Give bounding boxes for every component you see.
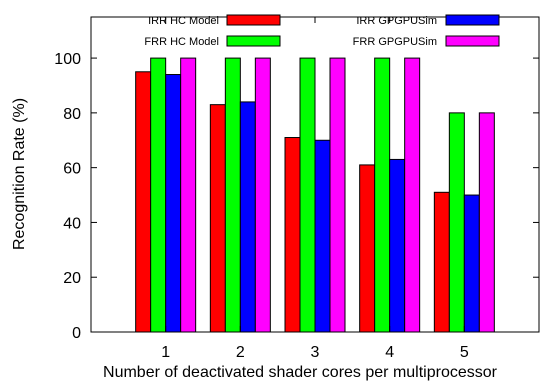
bar-irr-hc-model-5	[433, 191, 450, 333]
bar-frr-gpgpusim-3	[329, 57, 346, 333]
bar-frr-gpgpusim-4	[404, 57, 421, 333]
legend-swatch	[445, 14, 500, 26]
y-tick-label: 0	[72, 325, 81, 342]
y-axis-title: Recognition Rate (%)	[11, 98, 28, 250]
legend: IRR HC Model FRR HC Model IRR GPGPUSim FRR …	[144, 14, 500, 48]
bar-irr-gpgpusim-1	[165, 74, 182, 333]
x-tick-label: 3	[311, 344, 320, 361]
bar-frr-hc-model-4	[374, 57, 391, 333]
bar-frr-hc-model-5	[448, 112, 465, 333]
y-tick-label: 80	[63, 106, 81, 123]
bar-irr-hc-model-3	[284, 137, 301, 333]
y-tick-label: 20	[63, 270, 81, 287]
legend-swatch	[226, 14, 281, 26]
y-tick-label: 100	[54, 51, 81, 68]
x-axis-ticks: 1 2 3 4 5	[161, 17, 469, 361]
x-tick-label: 1	[161, 344, 170, 361]
bar-irr-gpgpusim-2	[239, 101, 256, 333]
legend-label: IRR HC Model	[148, 15, 219, 27]
bar-irr-gpgpusim-4	[389, 158, 406, 333]
legend-swatch	[226, 35, 281, 47]
legend-swatch	[445, 35, 500, 47]
legend-label: FRR GPGPUSim	[353, 36, 437, 48]
y-axis-ticks: 0 20 40 60 80 100	[54, 51, 539, 342]
bar-irr-hc-model-2	[209, 104, 226, 333]
bar-irr-gpgpusim-3	[314, 139, 331, 333]
bars-layer	[135, 57, 495, 333]
bar-frr-hc-model-3	[299, 57, 316, 333]
x-tick-label: 2	[236, 344, 245, 361]
bar-frr-gpgpusim-5	[478, 112, 495, 333]
bar-irr-hc-model-4	[359, 164, 376, 333]
y-tick-label: 40	[63, 215, 81, 232]
bar-frr-hc-model-1	[150, 57, 167, 333]
x-tick-label: 4	[385, 344, 394, 361]
x-tick-label: 5	[460, 344, 469, 361]
bar-irr-gpgpusim-5	[463, 194, 480, 333]
legend-label: FRR HC Model	[144, 36, 219, 48]
y-tick-label: 60	[63, 161, 81, 178]
legend-label: IRR GPGPUSim	[356, 15, 437, 27]
bar-irr-hc-model-1	[135, 71, 152, 333]
bar-frr-hc-model-2	[224, 57, 241, 333]
x-axis-title: Number of deactivated shader cores per m…	[103, 364, 498, 381]
bar-frr-gpgpusim-1	[180, 57, 197, 333]
bar-frr-gpgpusim-2	[254, 57, 271, 333]
